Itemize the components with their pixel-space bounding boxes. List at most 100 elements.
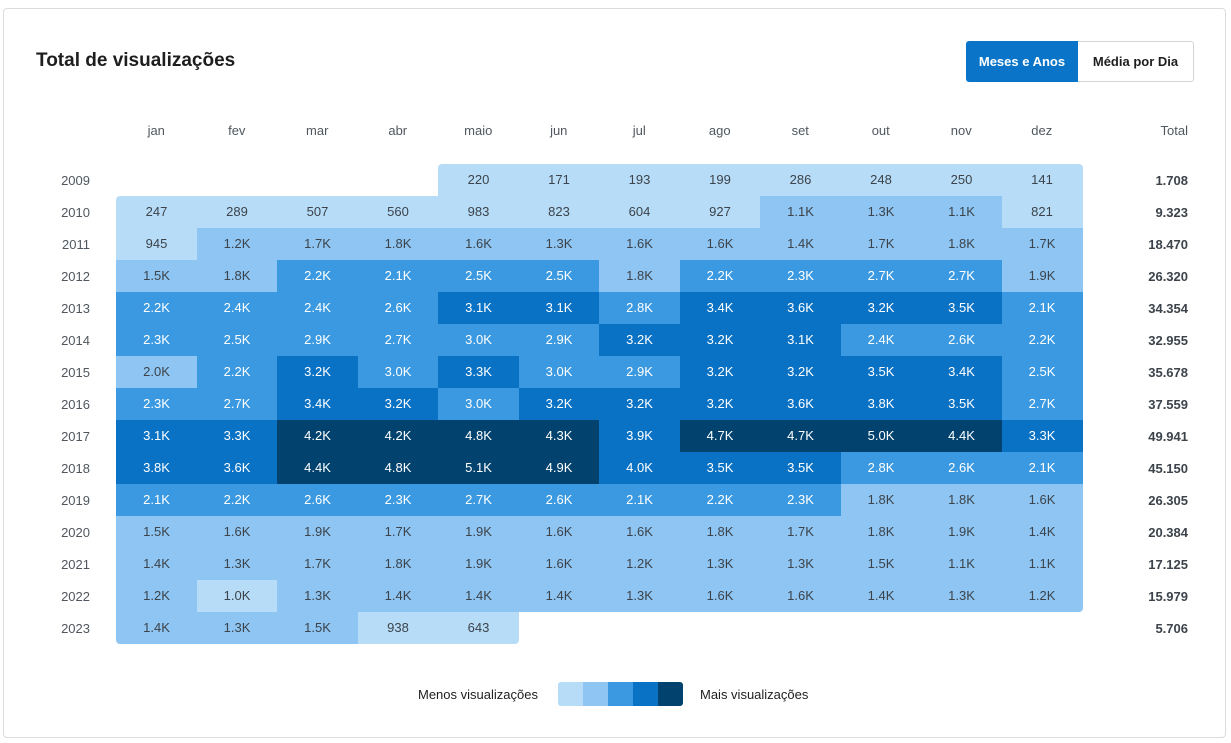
heatmap-cell[interactable]: 1.3K xyxy=(196,548,278,580)
heatmap-cell[interactable]: 3.2K xyxy=(599,324,680,356)
heatmap-cell[interactable]: 2.6K xyxy=(277,484,358,516)
heatmap-cell[interactable]: 1.8K xyxy=(679,516,761,548)
heatmap-cell[interactable]: 2.1K xyxy=(357,260,439,292)
heatmap-cell[interactable]: 1.9K xyxy=(1001,260,1083,292)
heatmap-cell[interactable]: 171 xyxy=(518,164,600,196)
heatmap-cell[interactable]: 248 xyxy=(840,164,922,196)
heatmap-cell[interactable]: 286 xyxy=(760,164,841,196)
heatmap-cell[interactable]: 2.2K xyxy=(116,292,197,324)
heatmap-cell[interactable]: 1.1K xyxy=(921,548,1002,580)
heatmap-cell[interactable]: 1.4K xyxy=(518,580,600,612)
heatmap-cell[interactable]: 3.4K xyxy=(921,356,1002,388)
heatmap-cell[interactable]: 927 xyxy=(679,196,761,228)
heatmap-cell[interactable]: 1.6K xyxy=(438,228,519,260)
heatmap-cell[interactable]: 1.8K xyxy=(921,228,1002,260)
heatmap-cell[interactable]: 643 xyxy=(438,612,519,644)
heatmap-cell[interactable]: 2.3K xyxy=(116,324,197,356)
heatmap-cell[interactable]: 3.4K xyxy=(679,292,761,324)
heatmap-cell[interactable]: 1.1K xyxy=(760,196,841,228)
heatmap-cell[interactable]: 1.6K xyxy=(1001,484,1083,516)
heatmap-cell[interactable]: 945 xyxy=(116,228,197,260)
heatmap-cell[interactable]: 1.4K xyxy=(1001,516,1083,548)
heatmap-cell[interactable]: 2.8K xyxy=(599,292,680,324)
heatmap-cell[interactable]: 4.7K xyxy=(760,420,841,452)
heatmap-cell[interactable]: 1.5K xyxy=(116,260,197,292)
heatmap-cell[interactable]: 4.2K xyxy=(357,420,439,452)
heatmap-cell[interactable]: 3.1K xyxy=(760,324,841,356)
heatmap-cell[interactable]: 1.6K xyxy=(679,580,761,612)
heatmap-cell[interactable]: 1.8K xyxy=(599,260,680,292)
heatmap-cell[interactable]: 1.5K xyxy=(840,548,922,580)
heatmap-cell[interactable]: 2.5K xyxy=(438,260,519,292)
heatmap-cell[interactable]: 2.7K xyxy=(840,260,922,292)
heatmap-cell[interactable]: 2.2K xyxy=(277,260,358,292)
heatmap-cell[interactable]: 1.8K xyxy=(921,484,1002,516)
heatmap-cell[interactable]: 3.3K xyxy=(196,420,278,452)
heatmap-cell[interactable]: 3.1K xyxy=(438,292,519,324)
heatmap-cell[interactable]: 3.0K xyxy=(357,356,439,388)
heatmap-cell[interactable]: 2.6K xyxy=(921,452,1002,484)
heatmap-cell[interactable]: 2.6K xyxy=(921,324,1002,356)
heatmap-cell[interactable]: 2.7K xyxy=(357,324,439,356)
heatmap-cell[interactable]: 2.9K xyxy=(518,324,600,356)
heatmap-cell[interactable]: 5.1K xyxy=(438,452,519,484)
heatmap-cell[interactable]: 1.4K xyxy=(840,580,922,612)
heatmap-cell[interactable]: 1.6K xyxy=(518,548,600,580)
heatmap-cell[interactable]: 1.9K xyxy=(921,516,1002,548)
heatmap-cell[interactable]: 3.8K xyxy=(116,452,197,484)
heatmap-cell[interactable]: 1.4K xyxy=(116,548,197,580)
heatmap-cell[interactable]: 2.2K xyxy=(679,484,761,516)
heatmap-cell[interactable]: 1.9K xyxy=(438,516,519,548)
heatmap-cell[interactable]: 1.7K xyxy=(277,548,358,580)
heatmap-cell[interactable]: 2.2K xyxy=(196,484,278,516)
heatmap-cell[interactable]: 1.3K xyxy=(840,196,922,228)
heatmap-cell[interactable]: 1.1K xyxy=(921,196,1002,228)
heatmap-cell[interactable]: 1.6K xyxy=(760,580,841,612)
heatmap-cell[interactable]: 1.8K xyxy=(357,228,439,260)
heatmap-cell[interactable]: 3.1K xyxy=(518,292,600,324)
heatmap-cell[interactable]: 5.0K xyxy=(840,420,922,452)
heatmap-cell[interactable]: 2.1K xyxy=(1001,452,1083,484)
heatmap-cell[interactable]: 289 xyxy=(196,196,278,228)
heatmap-cell[interactable]: 1.4K xyxy=(116,612,197,644)
heatmap-cell[interactable]: 1.3K xyxy=(760,548,841,580)
heatmap-cell[interactable]: 2.3K xyxy=(357,484,439,516)
heatmap-cell[interactable]: 4.8K xyxy=(438,420,519,452)
heatmap-cell[interactable]: 2.2K xyxy=(196,356,278,388)
heatmap-cell[interactable]: 4.4K xyxy=(921,420,1002,452)
heatmap-cell[interactable]: 2.7K xyxy=(1001,388,1083,420)
heatmap-cell[interactable]: 1.4K xyxy=(438,580,519,612)
heatmap-cell[interactable]: 3.5K xyxy=(679,452,761,484)
heatmap-cell[interactable]: 2.4K xyxy=(277,292,358,324)
months-years-button[interactable]: Meses e Anos xyxy=(966,41,1078,82)
heatmap-cell[interactable]: 1.6K xyxy=(679,228,761,260)
heatmap-cell[interactable]: 2.7K xyxy=(921,260,1002,292)
daily-average-button[interactable]: Média por Dia xyxy=(1078,41,1194,82)
heatmap-cell[interactable]: 3.2K xyxy=(599,388,680,420)
heatmap-cell[interactable]: 1.5K xyxy=(277,612,358,644)
heatmap-cell[interactable]: 1.6K xyxy=(599,228,680,260)
heatmap-cell[interactable]: 220 xyxy=(438,164,519,196)
heatmap-cell[interactable]: 2.5K xyxy=(518,260,600,292)
heatmap-cell[interactable]: 3.2K xyxy=(679,388,761,420)
heatmap-cell[interactable]: 1.0K xyxy=(196,580,278,612)
heatmap-cell[interactable]: 1.7K xyxy=(357,516,439,548)
heatmap-cell[interactable]: 1.3K xyxy=(599,580,680,612)
heatmap-cell[interactable]: 2.3K xyxy=(760,260,841,292)
heatmap-cell[interactable]: 823 xyxy=(518,196,600,228)
heatmap-cell[interactable]: 3.5K xyxy=(840,356,922,388)
heatmap-cell[interactable]: 1.9K xyxy=(277,516,358,548)
heatmap-cell[interactable]: 2.4K xyxy=(196,292,278,324)
heatmap-cell[interactable]: 507 xyxy=(277,196,358,228)
heatmap-cell[interactable]: 3.0K xyxy=(518,356,600,388)
heatmap-cell[interactable]: 3.8K xyxy=(840,388,922,420)
heatmap-cell[interactable]: 1.7K xyxy=(840,228,922,260)
heatmap-cell[interactable]: 3.3K xyxy=(1001,420,1083,452)
heatmap-cell[interactable]: 4.8K xyxy=(357,452,439,484)
heatmap-cell[interactable]: 3.2K xyxy=(760,356,841,388)
heatmap-cell[interactable]: 2.0K xyxy=(116,356,197,388)
heatmap-cell[interactable]: 4.9K xyxy=(518,452,600,484)
heatmap-cell[interactable]: 4.3K xyxy=(518,420,600,452)
heatmap-cell[interactable]: 3.2K xyxy=(277,356,358,388)
heatmap-cell[interactable]: 4.0K xyxy=(599,452,680,484)
